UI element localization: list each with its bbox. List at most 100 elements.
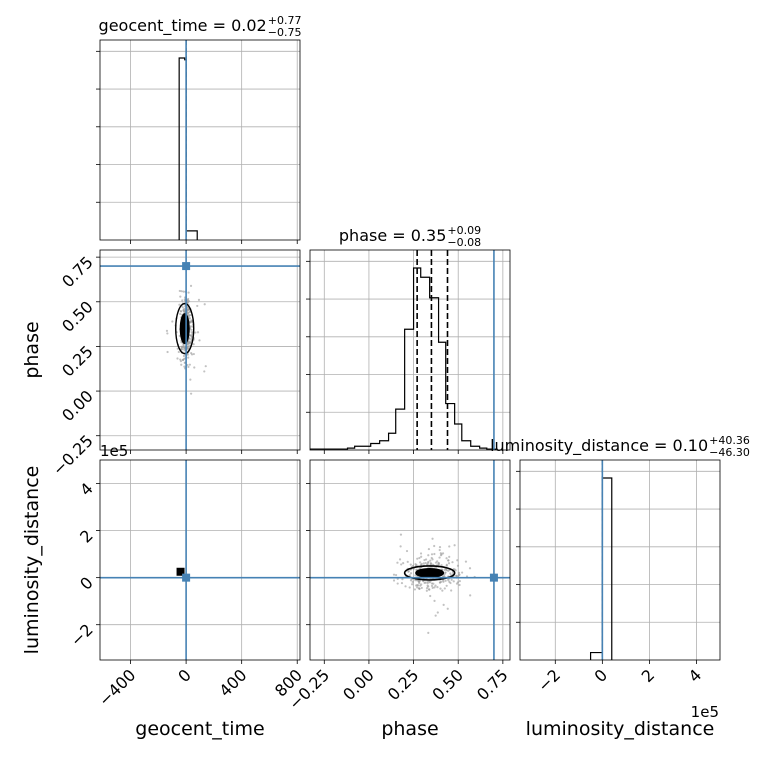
sample-point: [444, 579, 447, 582]
sample-point: [188, 363, 191, 366]
sample-point: [433, 552, 436, 556]
sample-point: [419, 563, 423, 566]
sample-point: [458, 583, 461, 587]
sample-point: [417, 580, 420, 583]
injection-marker: [182, 262, 191, 271]
sample-point: [166, 332, 169, 335]
injection-marker: [182, 573, 191, 582]
xlabel-phase: phase: [381, 718, 438, 740]
sample-point: [166, 350, 169, 354]
sample-point: [189, 284, 193, 287]
sample-point: [455, 574, 458, 577]
sample-point: [423, 558, 426, 562]
sample-point: [171, 320, 174, 323]
sample-point: [427, 585, 430, 588]
sample-point: [186, 347, 189, 350]
sample-point: [409, 563, 412, 566]
sample-point: [406, 560, 409, 563]
tick-label-y-phase: 0.00: [58, 386, 97, 425]
sample-point: [443, 587, 446, 590]
sample-point: [433, 544, 436, 548]
sample-point: [433, 586, 436, 589]
tick-label-y-phase: −0.25: [49, 431, 97, 479]
hist-panel-luminosity_distance: [516, 459, 721, 664]
offset-text-y: 1e5: [100, 442, 128, 460]
sample-point: [429, 559, 432, 562]
sample-point: [425, 587, 429, 590]
sample-point: [181, 348, 184, 351]
sample-point: [458, 573, 461, 576]
sample-point: [192, 343, 195, 346]
tick-label-x-phase: 0.25: [384, 665, 423, 704]
hist-step-phase: [310, 267, 497, 450]
sample-point: [468, 567, 472, 570]
sample-point: [445, 568, 448, 571]
sample-point: [442, 579, 445, 582]
panel-luminosity_distance-geocent_time: [96, 459, 301, 664]
title-main: geocent_time = 0.02: [99, 16, 267, 36]
sample-point: [178, 289, 181, 293]
title-geocent_time: geocent_time = 0.02 +0.77−0.75: [99, 14, 302, 39]
sample-point: [404, 585, 407, 588]
tick-label-y-luminosity_distance: 4: [76, 479, 97, 500]
xlabel-luminosity_distance: luminosity_distance: [526, 718, 715, 740]
panel-frame: [99, 39, 301, 241]
sample-point: [436, 586, 439, 589]
sample-point: [439, 587, 442, 590]
sample-point: [434, 614, 437, 617]
sample-point: [453, 544, 456, 547]
sample-point: [456, 564, 460, 567]
sample-point: [416, 586, 419, 589]
contour-outer: [403, 565, 456, 581]
sample-point: [181, 299, 184, 302]
tick-label-x-geocent_time: 0: [174, 665, 195, 686]
panel-frame: [309, 249, 511, 451]
title-minus: −46.30: [709, 446, 750, 459]
density-core: [176, 567, 185, 576]
sample-point: [445, 557, 448, 560]
axis-labels: −400 0 400 800−0.25 0.00 0.25 0.50 0.75 −2 0 2 4−0.…: [21, 253, 719, 740]
sample-point: [454, 569, 457, 572]
sample-point: [438, 545, 442, 549]
sample-point: [450, 578, 453, 581]
sample-point: [405, 549, 409, 553]
sample-point: [192, 352, 195, 356]
panel-frame: [99, 459, 301, 661]
sample-point: [193, 366, 196, 369]
sample-point: [425, 589, 428, 592]
sample-point: [187, 344, 190, 348]
sample-point: [416, 583, 419, 587]
sample-point: [400, 563, 403, 566]
sample-point: [408, 574, 411, 577]
sample-point: [450, 589, 453, 592]
sample-point: [392, 573, 396, 576]
sample-point: [437, 562, 440, 565]
sample-point: [429, 562, 433, 565]
sample-point: [178, 303, 181, 306]
sample-point: [431, 586, 434, 589]
sample-point: [187, 297, 190, 301]
sample-point: [422, 562, 425, 565]
sample-point: [411, 580, 414, 584]
ylabel-phase: phase: [21, 321, 43, 378]
panel-titles: geocent_time = 0.02 +0.77−0.75 phase = 0.3…: [99, 14, 750, 459]
sample-point: [432, 582, 435, 585]
sample-point: [180, 363, 183, 366]
sample-point: [445, 564, 448, 567]
sample-point: [427, 554, 430, 557]
sample-point: [458, 579, 461, 583]
tick-label-y-luminosity_distance: 0: [76, 573, 97, 594]
sample-point: [461, 571, 464, 574]
panel-frame: [309, 459, 511, 661]
sample-point: [457, 571, 461, 574]
sample-point: [183, 365, 186, 368]
title-plus: +0.09: [447, 224, 481, 237]
sample-point: [180, 290, 183, 293]
sample-point: [198, 339, 201, 342]
panels: [96, 39, 721, 664]
sample-point: [456, 559, 459, 562]
sample-point: [187, 341, 190, 344]
sample-point: [176, 357, 179, 360]
sample-point: [436, 560, 439, 563]
